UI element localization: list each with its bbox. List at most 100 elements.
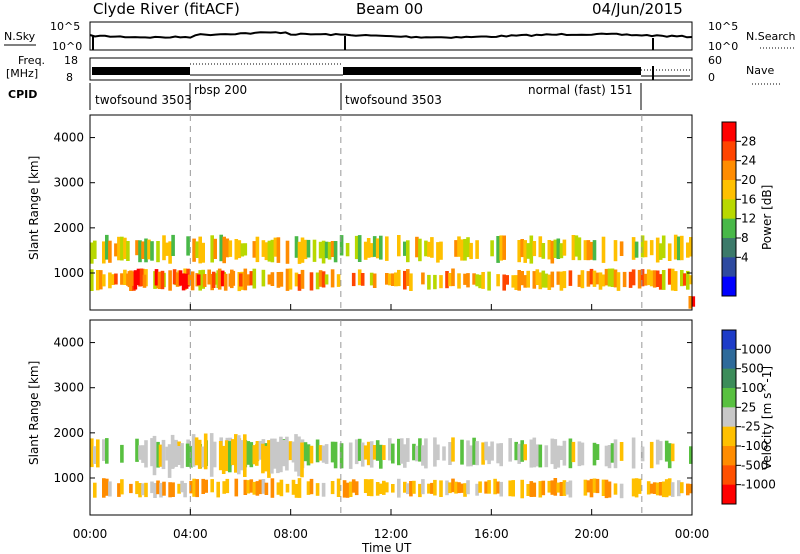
- heatmap-cell: [170, 434, 175, 469]
- heatmap-cell: [192, 238, 196, 262]
- heatmap-cell: [324, 241, 329, 259]
- heatmap-cell: [267, 274, 272, 285]
- heatmap-cell: [240, 243, 245, 257]
- x-tick-label: 20:00: [574, 527, 609, 541]
- heatmap-cell: [424, 438, 428, 469]
- heatmap-cell: [211, 271, 216, 288]
- heatmap-cell: [246, 274, 251, 286]
- heatmap-cell: [138, 483, 142, 498]
- y-tick-label: 1000: [53, 266, 84, 280]
- heatmap-cell: [369, 479, 374, 497]
- heatmap-cell: [568, 480, 573, 498]
- heatmap-cell: [105, 438, 109, 464]
- heatmap-cell: [508, 438, 512, 462]
- heatmap-cell: [686, 242, 690, 258]
- heatmap-cell: [514, 441, 518, 461]
- colorbar-tick-label: -1000: [741, 478, 776, 492]
- heatmap-cell: [451, 437, 455, 462]
- heatmap-cell: [291, 441, 296, 463]
- heatmap-cell: [297, 241, 302, 264]
- heatmap-cell: [382, 480, 386, 495]
- power-panel: 1000 2000 3000 4000 Slant Range [km]: [27, 114, 696, 311]
- heatmap-cell: [333, 441, 338, 469]
- heatmap-cell: [190, 271, 195, 291]
- heatmap-cell: [409, 481, 413, 497]
- heatmap-cell: [300, 237, 305, 263]
- heatmap-cell: [123, 237, 127, 259]
- heatmap-cell: [649, 240, 654, 256]
- heatmap-cell: [144, 482, 148, 498]
- heatmap-cell: [388, 273, 392, 286]
- heatmap-cell: [619, 241, 624, 256]
- heatmap-cell: [309, 478, 314, 495]
- heatmap-cell: [583, 240, 588, 261]
- heatmap-cell: [418, 238, 422, 262]
- colorbar-tick-label: 12: [741, 212, 756, 226]
- heatmap-cell: [196, 274, 201, 286]
- heatmap-cell: [142, 274, 147, 288]
- heatmap-cell: [670, 443, 675, 462]
- heatmap-cell: [330, 269, 335, 288]
- heatmap-cell: [604, 479, 609, 499]
- heatmap-cell: [315, 439, 320, 463]
- heatmap-cell: [562, 480, 567, 496]
- heatmap-cell: [406, 269, 410, 286]
- heatmap-cell: [120, 273, 124, 285]
- heatmap-cell: [523, 240, 527, 263]
- heatmap-cell: [649, 270, 654, 287]
- heatmap-cell: [185, 443, 190, 467]
- colorbar-segment: [722, 407, 736, 428]
- heatmap-cell: [637, 478, 642, 494]
- heatmap-cell: [369, 441, 374, 468]
- heatmap-cell: [315, 483, 320, 496]
- heatmap-cell: [156, 441, 160, 468]
- heatmap-cell: [433, 274, 437, 290]
- heatmap-cell: [667, 478, 672, 496]
- heatmap-cell: [294, 484, 299, 498]
- heatmap-cell: [677, 236, 681, 261]
- heatmap-cell: [264, 242, 269, 261]
- heatmap-cell: [391, 443, 395, 464]
- heatmap-cell: [457, 482, 461, 494]
- heatmap-cell: [90, 438, 94, 468]
- heatmap-cell: [194, 437, 199, 466]
- heatmap-cell: [472, 273, 476, 285]
- heatmap-cell: [176, 446, 181, 465]
- heatmap-cell: [105, 234, 109, 260]
- heatmap-cell: [167, 444, 172, 478]
- heatmap-cell: [391, 273, 395, 286]
- colorbar-segment: [722, 426, 736, 447]
- heatmap-cell: [592, 478, 597, 493]
- heatmap-cell: [291, 479, 296, 495]
- velocity-colorbar-label: Velocity [m s^-1]: [760, 366, 774, 470]
- heatmap-cell: [324, 274, 329, 285]
- heatmap-cell: [223, 273, 228, 291]
- heatmap-cell: [234, 434, 238, 473]
- colorbar-segment: [722, 368, 736, 389]
- heatmap-cell: [689, 483, 693, 494]
- heatmap-cell: [152, 435, 157, 476]
- heatmap-cell: [613, 269, 618, 288]
- heatmap-cell: [538, 272, 543, 290]
- heatmap-cell: [336, 274, 341, 287]
- heatmap-cell: [321, 240, 326, 264]
- heatmap-cell: [658, 482, 663, 496]
- heatmap-cell: [300, 269, 305, 289]
- colorbar-tick-label: 8: [741, 231, 749, 245]
- heatmap-cell: [252, 241, 257, 258]
- heatmap-cell: [553, 478, 558, 496]
- heatmap-cell: [445, 480, 449, 496]
- heatmap-cell: [228, 240, 233, 257]
- heatmap-cell: [673, 234, 678, 260]
- heatmap-cell: [366, 441, 371, 466]
- heatmap-cell: [397, 438, 401, 466]
- heatmap-cell: [261, 443, 265, 474]
- heatmap-cell: [580, 442, 585, 466]
- heatmap-cell: [559, 482, 564, 496]
- heatmap-cell: [451, 268, 455, 287]
- heatmap-cell: [210, 479, 214, 493]
- heatmap-cell: [369, 272, 374, 286]
- heatmap-cell: [120, 236, 124, 261]
- heatmap-cell: [538, 481, 543, 498]
- heatmap-cell: [541, 243, 546, 259]
